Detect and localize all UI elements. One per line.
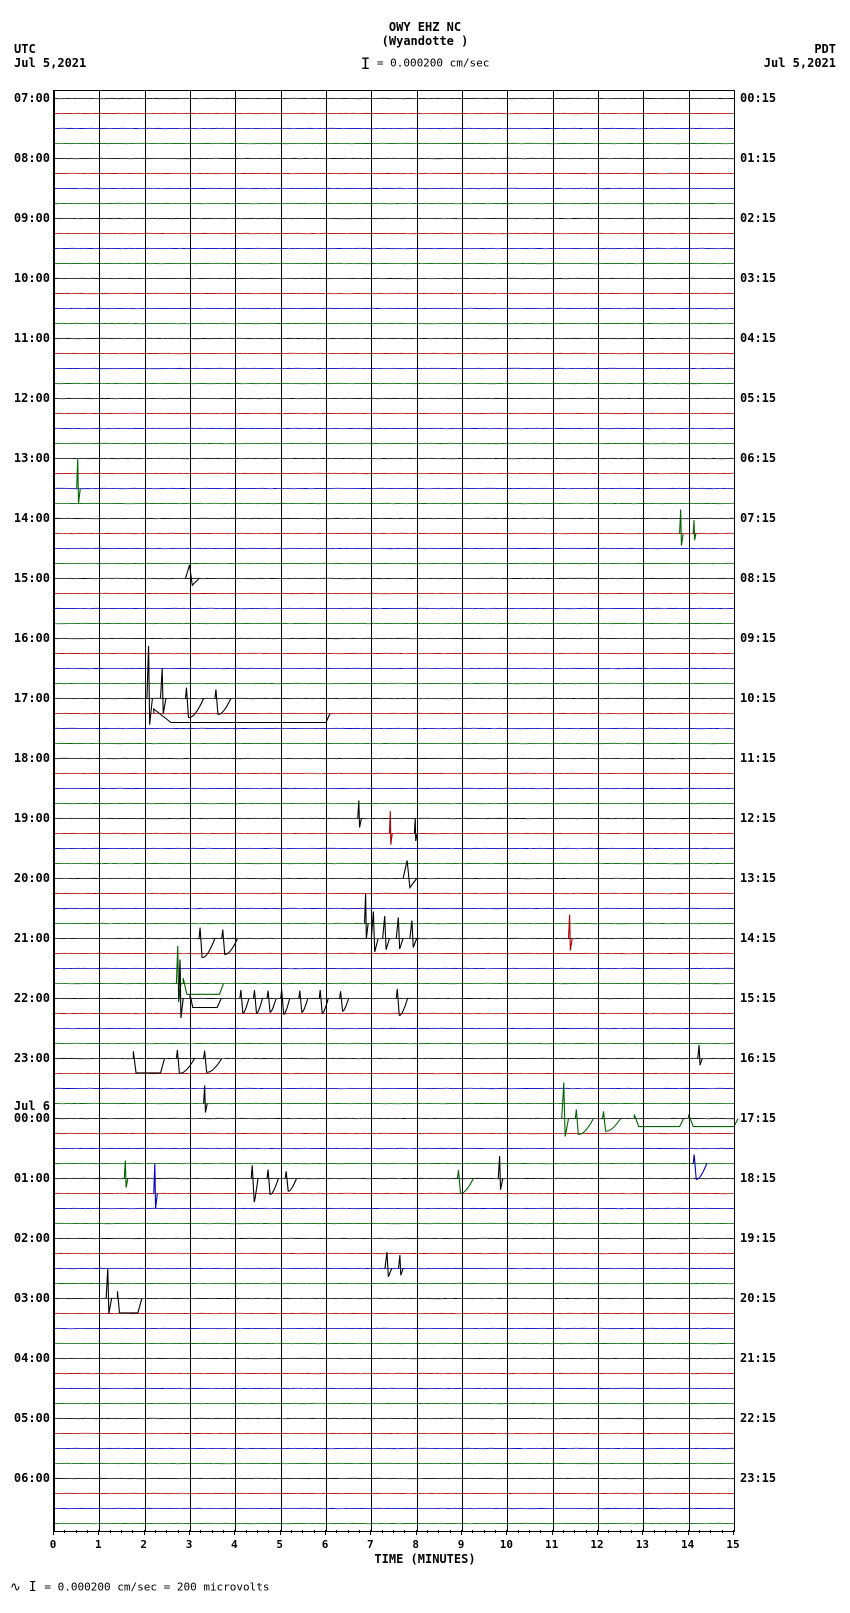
x-tick-label: 14 — [681, 1538, 694, 1551]
x-tick-label: 11 — [545, 1538, 558, 1551]
left-time-label: 22:00 — [14, 991, 50, 1005]
right-time-label: 11:15 — [740, 751, 776, 765]
left-time-label: 15:00 — [14, 571, 50, 585]
right-time-label: 03:15 — [740, 271, 776, 285]
x-tick-label: 4 — [231, 1538, 238, 1551]
left-time-label: 00:00 — [14, 1111, 50, 1125]
left-time-label: 01:00 — [14, 1171, 50, 1185]
right-time-label: 05:15 — [740, 391, 776, 405]
seismogram-container: OWY EHZ NC (Wyandotte ) I = 0.000200 cm/… — [0, 0, 850, 1613]
timezone-left: UTC — [14, 42, 36, 56]
right-time-label: 02:15 — [740, 211, 776, 225]
station-id: OWY EHZ NC — [0, 20, 850, 34]
left-time-label: 09:00 — [14, 211, 50, 225]
x-tick-label: 1 — [95, 1538, 102, 1551]
right-time-label: 06:15 — [740, 451, 776, 465]
x-tick-label: 6 — [322, 1538, 329, 1551]
left-time-label: 23:00 — [14, 1051, 50, 1065]
x-tick-label: 3 — [186, 1538, 193, 1551]
right-time-label: 20:15 — [740, 1291, 776, 1305]
left-time-label: 04:00 — [14, 1351, 50, 1365]
right-time-label: 18:15 — [740, 1171, 776, 1185]
left-time-label: 18:00 — [14, 751, 50, 765]
left-time-label: 12:00 — [14, 391, 50, 405]
right-time-label: 07:15 — [740, 511, 776, 525]
right-time-label: 10:15 — [740, 691, 776, 705]
right-time-label: 13:15 — [740, 871, 776, 885]
right-time-label: 00:15 — [740, 91, 776, 105]
footer-scale: ∿ I = 0.000200 cm/sec = 200 microvolts — [10, 1580, 270, 1595]
right-time-label: 14:15 — [740, 931, 776, 945]
left-time-label: 07:00 — [14, 91, 50, 105]
right-time-label: 08:15 — [740, 571, 776, 585]
left-time-label: 06:00 — [14, 1471, 50, 1485]
x-tick-label: 15 — [726, 1538, 739, 1551]
timezone-right: PDT — [814, 42, 836, 56]
left-time-label: 14:00 — [14, 511, 50, 525]
left-time-label: 08:00 — [14, 151, 50, 165]
right-time-label: 01:15 — [740, 151, 776, 165]
x-tick-label: 10 — [500, 1538, 513, 1551]
x-tick-label: 5 — [276, 1538, 283, 1551]
x-tick-label: 13 — [636, 1538, 649, 1551]
left-time-label: 17:00 — [14, 691, 50, 705]
scale-indicator: I = 0.000200 cm/sec — [0, 54, 850, 73]
right-time-label: 04:15 — [740, 331, 776, 345]
date-right: Jul 5,2021 — [764, 56, 836, 70]
left-time-label: 19:00 — [14, 811, 50, 825]
right-time-label: 16:15 — [740, 1051, 776, 1065]
left-time-label: 05:00 — [14, 1411, 50, 1425]
right-time-label: 22:15 — [740, 1411, 776, 1425]
left-time-label: 11:00 — [14, 331, 50, 345]
right-time-label: 12:15 — [740, 811, 776, 825]
station-location: (Wyandotte ) — [0, 34, 850, 48]
header: OWY EHZ NC (Wyandotte ) — [0, 0, 850, 48]
left-time-label: 21:00 — [14, 931, 50, 945]
right-time-label: 23:15 — [740, 1471, 776, 1485]
date-left: Jul 5,2021 — [14, 56, 86, 70]
left-time-label: 20:00 — [14, 871, 50, 885]
plot-area — [53, 90, 735, 1532]
x-tick-label: 2 — [140, 1538, 147, 1551]
left-time-label: 13:00 — [14, 451, 50, 465]
x-tick-label: 12 — [590, 1538, 603, 1551]
right-time-label: 09:15 — [740, 631, 776, 645]
right-time-label: 17:15 — [740, 1111, 776, 1125]
x-tick-label: 7 — [367, 1538, 374, 1551]
right-time-label: 19:15 — [740, 1231, 776, 1245]
trace-overlay — [49, 86, 739, 1536]
right-time-label: 21:15 — [740, 1351, 776, 1365]
left-time-label: 03:00 — [14, 1291, 50, 1305]
right-time-label: 15:15 — [740, 991, 776, 1005]
x-axis-title: TIME (MINUTES) — [374, 1552, 475, 1566]
left-time-label: 16:00 — [14, 631, 50, 645]
x-tick-label: 8 — [412, 1538, 419, 1551]
x-tick-label: 9 — [458, 1538, 465, 1551]
left-time-label: 02:00 — [14, 1231, 50, 1245]
x-tick-label: 0 — [50, 1538, 57, 1551]
left-time-label: 10:00 — [14, 271, 50, 285]
